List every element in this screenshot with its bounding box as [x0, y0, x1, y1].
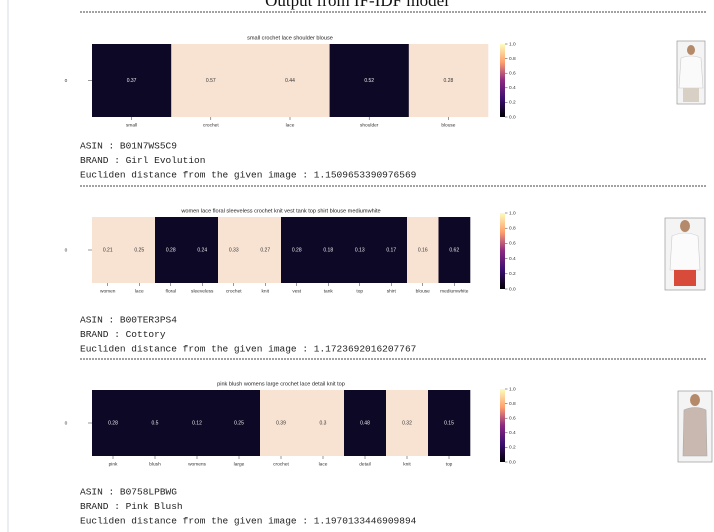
colorbar-tick-label: 0.8: [509, 56, 516, 62]
asin-line: ASIN : B01N7WS5C9: [80, 141, 177, 152]
cell-value: 0.27: [260, 247, 270, 253]
cell-value: 0.16: [418, 247, 428, 253]
brand-line: BRAND : Pink Blush: [80, 501, 183, 512]
notebook-output: Output from IF-IDF model small crochet l…: [0, 0, 714, 532]
colorbar-tick-label: 1.0: [509, 41, 516, 47]
cell-value: 0.48: [360, 420, 370, 426]
cell-value: 0.57: [206, 78, 216, 84]
heatmap-title: small crochet lace shoulder blouse: [247, 35, 333, 41]
cell-value: 0.32: [402, 420, 412, 426]
asin-line: ASIN : B0758LPBWG: [80, 487, 177, 498]
distance-line: Eucliden distance from the given image :…: [80, 516, 417, 527]
colorbar: [500, 389, 505, 462]
distance-line: Eucliden distance from the given image :…: [80, 344, 416, 355]
cell-value: 0.13: [355, 247, 365, 253]
product-image: [678, 391, 712, 462]
x-tick-label: crochet: [226, 288, 242, 294]
x-tick-label: mediumwhite: [440, 288, 469, 294]
colorbar-tick-label: 0.8: [509, 225, 516, 231]
distance-line: Eucliden distance from the given image :…: [80, 170, 417, 181]
page-title: Output from IF-IDF model: [265, 0, 449, 10]
cell-value: 0.62: [449, 247, 459, 253]
row-label: 0: [65, 78, 68, 84]
cell-value: 0.28: [444, 78, 454, 84]
x-tick-label: top: [356, 288, 363, 294]
cell-value: 0.52: [364, 78, 374, 84]
x-tick-label: top: [446, 461, 453, 467]
cell-value: 0.15: [444, 420, 454, 426]
colorbar: [500, 44, 505, 117]
x-tick-label: women: [100, 289, 116, 294]
colorbar-tick-label: 0.6: [509, 241, 516, 247]
colorbar-tick-label: 0.0: [509, 286, 516, 292]
cell-value: 0.28: [108, 420, 118, 426]
x-tick-label: pink: [109, 461, 118, 467]
brand-line: BRAND : Girl Evolution: [80, 155, 205, 166]
colorbar-tick-label: 0.0: [509, 459, 516, 465]
x-tick-label: crochet: [273, 461, 289, 467]
cell-value: 0.3: [320, 420, 327, 426]
colorbar-tick-label: 0.6: [509, 415, 516, 421]
cell-value: 0.28: [166, 247, 176, 253]
x-tick-label: shoulder: [360, 122, 379, 128]
x-tick-label: knit: [403, 461, 411, 467]
x-tick-label: crochet: [203, 122, 219, 128]
cell-value: 0.25: [134, 247, 144, 253]
colorbar-tick-label: 0.4: [509, 256, 516, 262]
cell-value: 0.5: [152, 420, 159, 426]
x-tick-label: blouse: [441, 122, 455, 128]
colorbar-tick-label: 0.2: [509, 445, 516, 451]
x-tick-label: blush: [149, 461, 161, 467]
colorbar-tick-label: 1.0: [509, 210, 516, 216]
colorbar-tick-label: 0.2: [509, 271, 516, 277]
cell-value: 0.44: [285, 78, 295, 84]
cell-value: 0.18: [323, 247, 333, 253]
x-tick-label: lace: [135, 288, 144, 294]
x-tick-label: large: [234, 461, 245, 467]
cell-value: 0.17: [386, 247, 396, 253]
colorbar-tick-label: 0.4: [509, 430, 516, 436]
cell-value: 0.24: [197, 247, 207, 253]
x-tick-label: vest: [292, 288, 301, 294]
cell-value: 0.25: [234, 420, 244, 426]
x-tick-label: tank: [324, 288, 334, 294]
cell-value: 0.12: [192, 420, 202, 426]
brand-line: BRAND : Cottory: [80, 329, 166, 340]
result: small crochet lace shoulder blouse 0 0.37 s…: [65, 35, 516, 180]
cell-value: 0.33: [229, 247, 239, 253]
x-tick-label: small: [126, 122, 137, 128]
colorbar-tick-label: 0.4: [509, 85, 516, 91]
colorbar-tick-label: 0.8: [509, 401, 516, 407]
x-tick-label: floral: [166, 288, 176, 294]
x-tick-label: detail: [359, 461, 370, 467]
asin-line: ASIN : B00TER3PS4: [80, 315, 177, 326]
x-tick-label: knit: [262, 288, 270, 294]
heatmap-title: women lace floral sleeveless crochet kni…: [180, 208, 380, 214]
x-tick-label: shirt: [387, 288, 397, 294]
cell-value: 0.21: [103, 247, 113, 253]
cell-value: 0.37: [127, 78, 137, 84]
result: pink blush womens large crochet lace det…: [65, 381, 516, 526]
cell-value: 0.39: [276, 420, 286, 426]
x-tick-label: lace: [286, 122, 295, 128]
colorbar-tick-label: 0.2: [509, 100, 516, 106]
colorbar-tick-label: 0.6: [509, 70, 516, 76]
result: women lace floral sleeveless crochet kni…: [65, 208, 516, 354]
heatmap-title: pink blush womens large crochet lace det…: [217, 381, 345, 387]
row-label: 0: [65, 420, 68, 426]
x-tick-label: blouse: [416, 288, 430, 294]
x-tick-label: lace: [319, 461, 328, 467]
x-tick-label: womens: [188, 462, 206, 467]
row-label: 0: [65, 247, 68, 253]
colorbar-tick-label: 1.0: [509, 386, 516, 392]
product-image: [677, 41, 705, 104]
x-tick-label: sleeveless: [191, 288, 214, 294]
colorbar: [500, 213, 505, 289]
product-image: [665, 218, 705, 290]
cell-value: 0.28: [292, 247, 302, 253]
colorbar-tick-label: 0.0: [509, 114, 516, 120]
